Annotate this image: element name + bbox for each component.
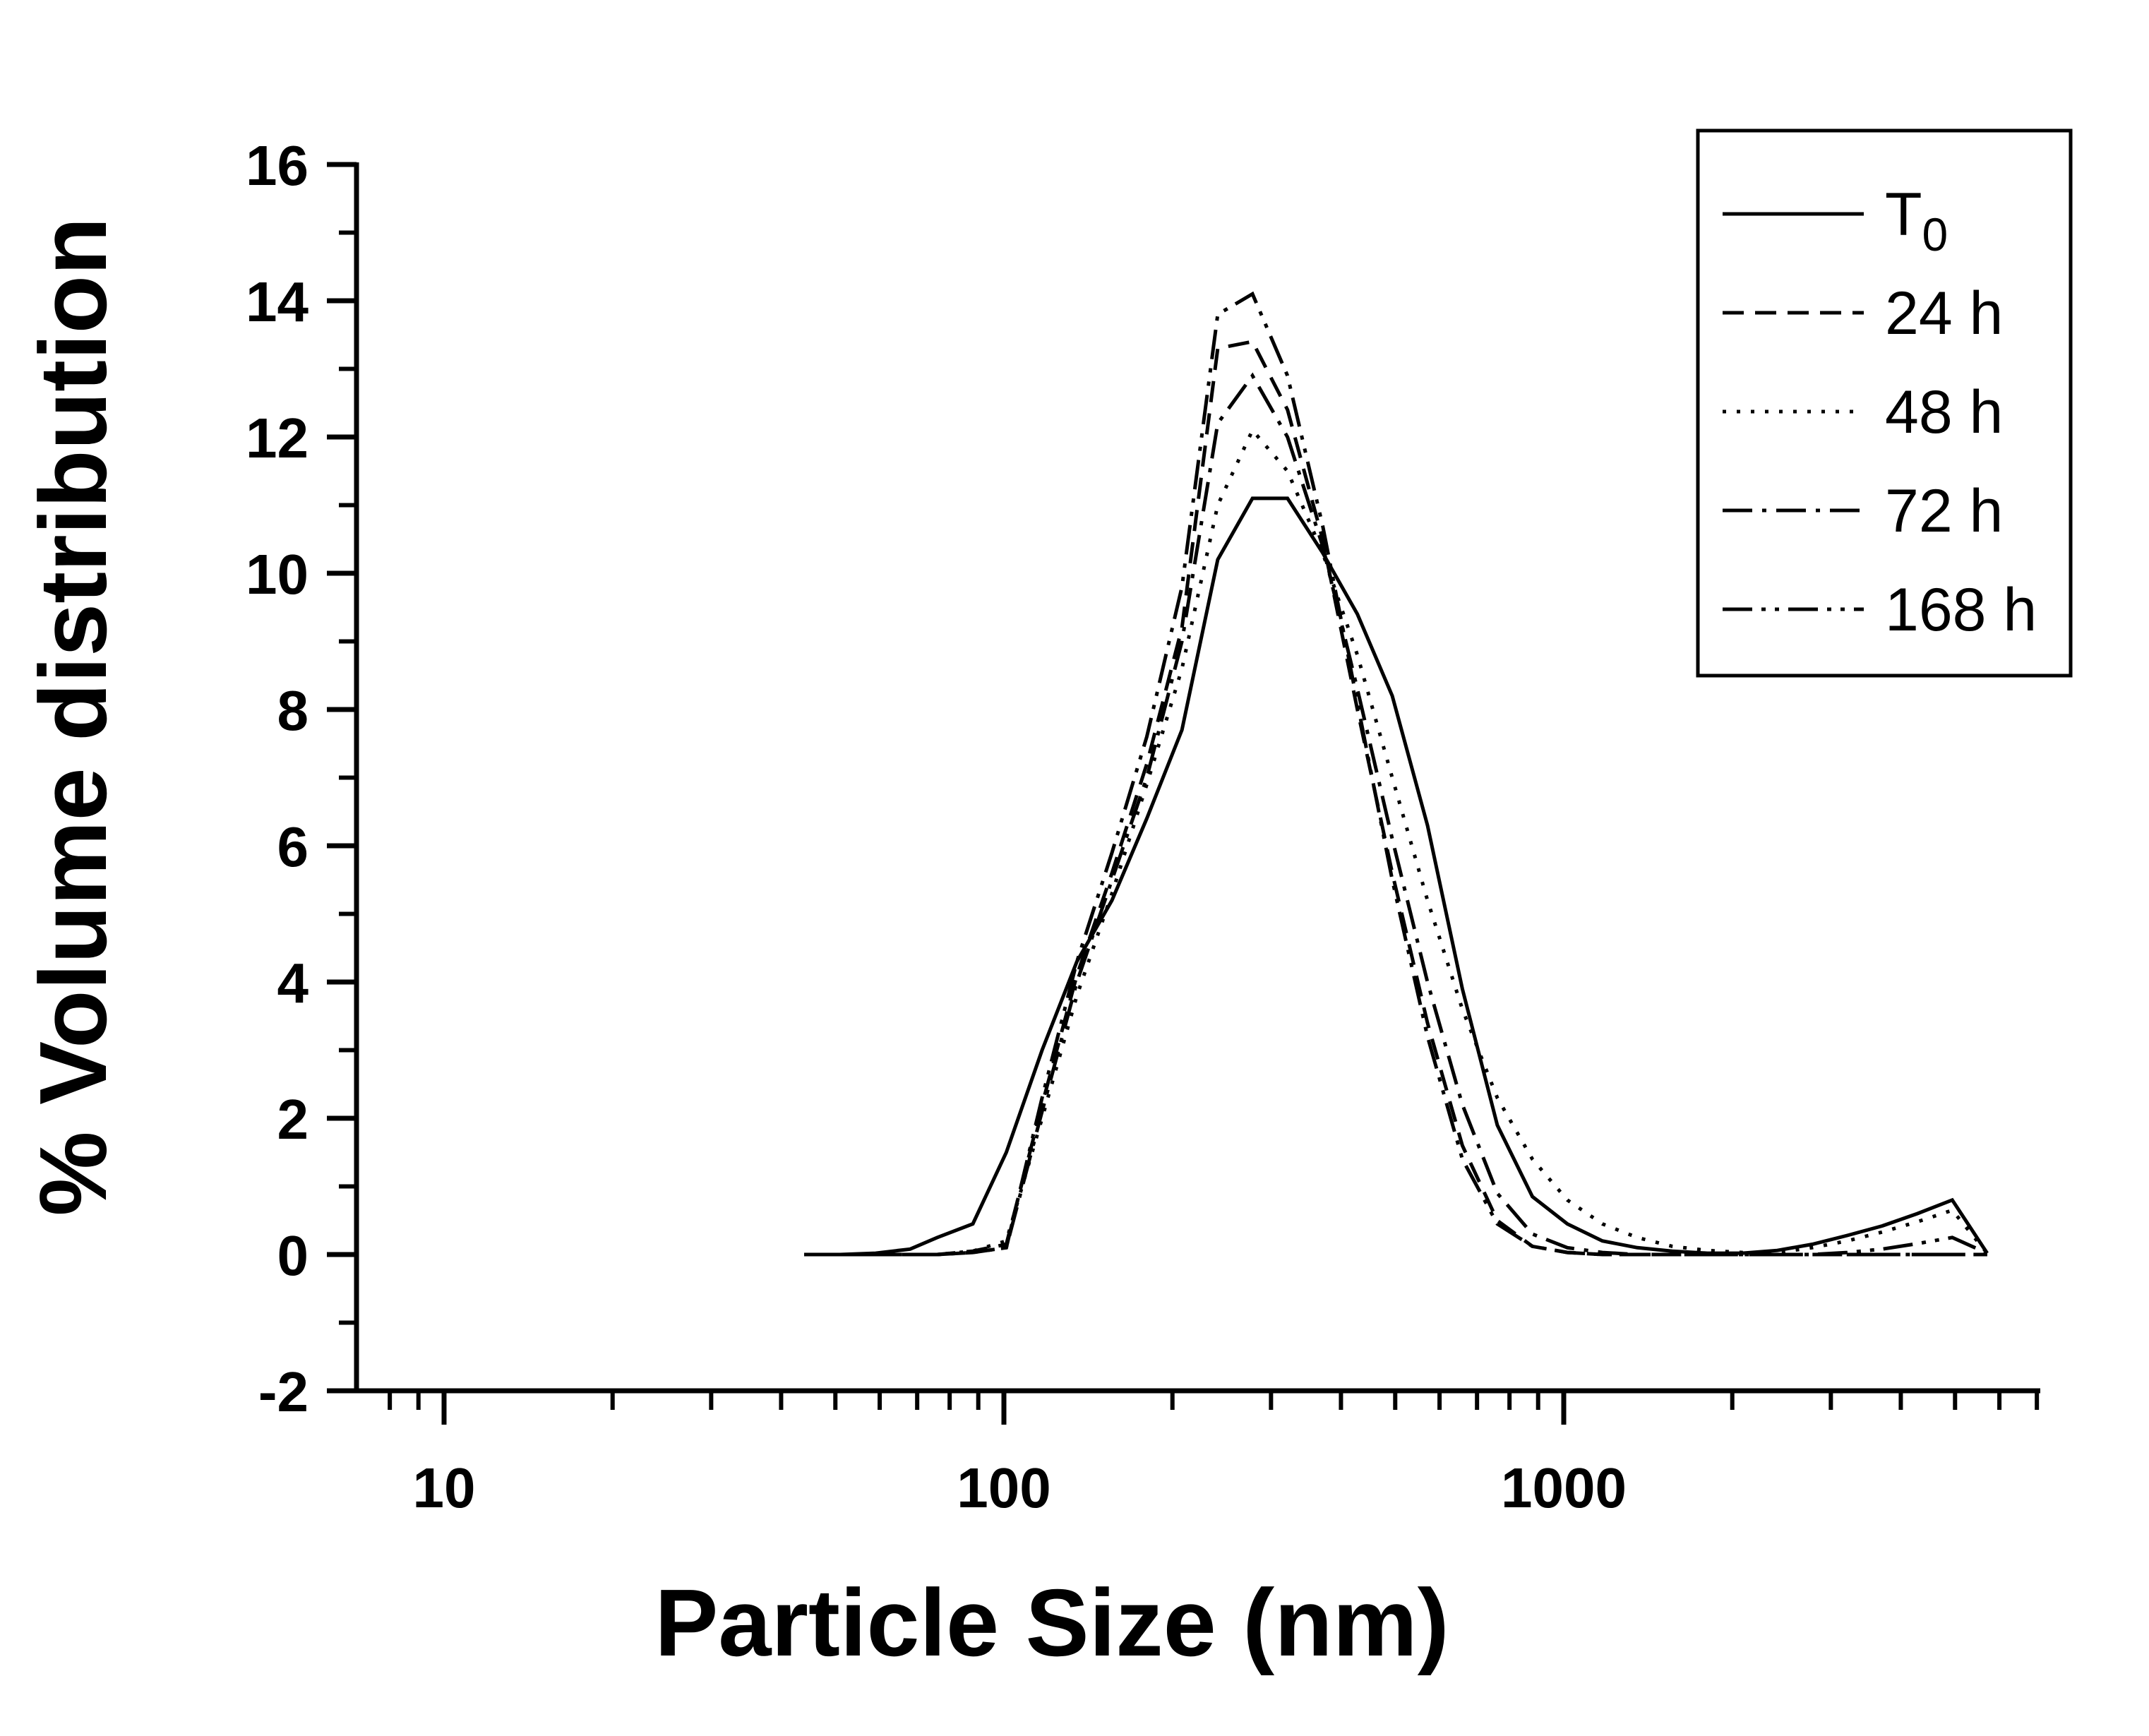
y-tick-label: 4: [277, 952, 309, 1014]
x-tick-label: 1000: [1501, 1456, 1627, 1519]
x-tick-label: 10: [413, 1456, 476, 1519]
y-tick-label: -2: [258, 1360, 309, 1423]
y-tick-label: 6: [277, 815, 309, 878]
series-line-24h: [804, 340, 1987, 1257]
y-axis-title: % Volume distribution: [20, 217, 126, 1216]
series-line-T0: [804, 496, 1989, 1257]
x-axis-title: Particle Size (nm): [654, 1569, 1449, 1676]
legend-label-168h: 168 h: [1885, 576, 2037, 644]
axis-ticks: [327, 162, 2040, 1425]
data-series: [804, 291, 1989, 1257]
y-tick-label: 14: [246, 270, 309, 333]
x-tick-label: 100: [957, 1456, 1050, 1519]
axis-tick-labels: 16 14 12 10 8 6 4 2 0 -2 10 100 1000: [246, 134, 1627, 1519]
y-tick-label: 10: [246, 543, 309, 606]
legend-label-48h: 48 h: [1885, 378, 2003, 446]
legend: T0 24 h 48 h 72 h 168 h: [1696, 128, 2073, 678]
y-tick-label: 8: [277, 679, 309, 742]
y-tick-label: 0: [277, 1224, 309, 1287]
legend-label-24h: 24 h: [1885, 280, 2003, 347]
legend-box: [1696, 128, 2073, 678]
y-tick-label: 2: [277, 1088, 309, 1151]
y-tick-label: 16: [246, 134, 309, 197]
legend-label-72h: 72 h: [1885, 477, 2003, 545]
legend-label-T0: T0: [1885, 181, 1948, 261]
y-tick-label: 12: [246, 407, 309, 469]
